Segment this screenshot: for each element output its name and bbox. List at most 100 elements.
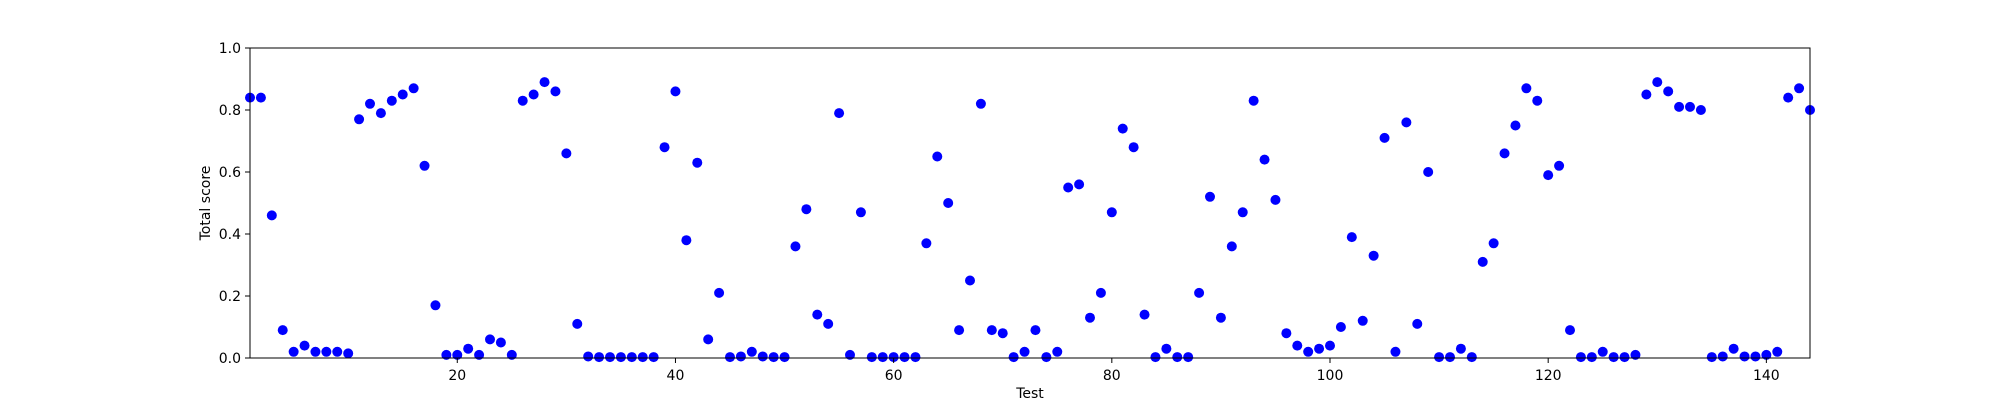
data-point <box>1477 256 1488 267</box>
x-tick-label: 20 <box>448 368 466 384</box>
data-point <box>1772 346 1783 357</box>
data-point <box>1019 346 1030 357</box>
data-point <box>943 198 954 208</box>
data-point <box>1270 194 1281 205</box>
data-point <box>615 352 626 363</box>
ticks-layer: 20 40 60 80 100 120 140 0.0 0.2 0.4 0.6 0.8 1.0 <box>219 41 1780 384</box>
data-point <box>1586 352 1597 363</box>
data-point <box>539 77 550 88</box>
data-point <box>1717 351 1728 362</box>
x-tick-label: 40 <box>667 368 685 384</box>
data-point <box>266 210 277 221</box>
data-point <box>419 160 430 171</box>
data-point <box>637 352 648 363</box>
x-tick-label: 60 <box>885 368 903 384</box>
data-point <box>485 334 495 345</box>
data-point <box>1074 179 1085 190</box>
data-point <box>1128 142 1139 153</box>
data-point <box>692 157 703 168</box>
data-point <box>823 318 834 329</box>
data-point <box>1259 154 1270 165</box>
data-point <box>1499 148 1510 159</box>
data-point <box>1368 250 1379 261</box>
data-point <box>430 300 441 311</box>
data-point <box>877 352 888 363</box>
data-point <box>1521 83 1532 94</box>
data-point <box>1695 105 1706 115</box>
y-tick-label: 0.2 <box>219 289 241 305</box>
data-point <box>1554 160 1565 171</box>
data-point <box>1150 352 1161 363</box>
data-point <box>735 351 746 362</box>
data-point <box>354 114 365 125</box>
data-point <box>1030 325 1041 336</box>
data-point <box>517 95 528 106</box>
data-point <box>1346 232 1357 243</box>
data-point <box>1761 349 1772 360</box>
data-point <box>1390 346 1401 357</box>
data-point <box>561 148 572 159</box>
points-layer <box>245 77 1815 363</box>
data-point <box>277 325 288 336</box>
data-point <box>1172 352 1183 363</box>
data-point <box>605 352 615 363</box>
data-point <box>1357 315 1368 326</box>
data-point <box>1052 346 1063 357</box>
data-point <box>1652 77 1663 88</box>
data-point <box>310 346 321 357</box>
data-point <box>1117 123 1128 134</box>
data-point <box>1237 207 1248 218</box>
data-point <box>583 351 594 362</box>
data-point <box>1706 352 1717 363</box>
data-point <box>1205 191 1215 202</box>
x-tick-label: 120 <box>1535 368 1562 384</box>
data-point <box>463 343 474 354</box>
x-tick-label: 140 <box>1753 368 1780 384</box>
y-tick-label: 0.4 <box>219 227 241 243</box>
data-point <box>954 325 965 336</box>
data-point <box>986 325 997 336</box>
data-point <box>801 204 812 215</box>
data-point <box>255 92 266 103</box>
data-point <box>659 142 670 153</box>
data-point <box>550 86 561 97</box>
data-point <box>1303 346 1314 357</box>
data-point <box>408 83 419 94</box>
data-point <box>932 151 943 162</box>
data-point <box>670 86 681 97</box>
data-point <box>888 352 899 363</box>
y-tick-label: 1.0 <box>219 41 241 57</box>
data-point <box>1183 352 1194 363</box>
data-point <box>288 346 299 357</box>
data-point <box>1466 352 1477 363</box>
data-point <box>965 275 975 286</box>
data-point <box>1292 340 1303 351</box>
data-point <box>1095 287 1106 298</box>
data-point <box>528 89 539 100</box>
x-tick-label: 80 <box>1103 368 1121 384</box>
data-point <box>572 318 583 329</box>
y-tick-label: 0.8 <box>219 103 241 119</box>
data-point <box>375 108 386 119</box>
data-point <box>1412 318 1423 329</box>
y-tick-label: 0.0 <box>219 351 241 367</box>
data-point <box>1434 352 1445 363</box>
data-point <box>1423 167 1434 177</box>
data-point <box>1215 312 1226 323</box>
data-point <box>397 89 408 100</box>
data-point <box>746 346 757 357</box>
data-point <box>1597 346 1608 357</box>
data-point <box>1619 352 1630 363</box>
data-point <box>1161 343 1172 354</box>
data-point <box>343 348 354 359</box>
data-point <box>1401 117 1412 128</box>
data-point <box>1248 95 1259 106</box>
data-point <box>921 238 932 249</box>
data-point <box>1194 287 1205 298</box>
data-point <box>1139 309 1150 320</box>
data-point <box>1674 101 1685 112</box>
data-point <box>757 351 768 362</box>
data-point <box>386 95 397 106</box>
data-point <box>626 352 637 363</box>
